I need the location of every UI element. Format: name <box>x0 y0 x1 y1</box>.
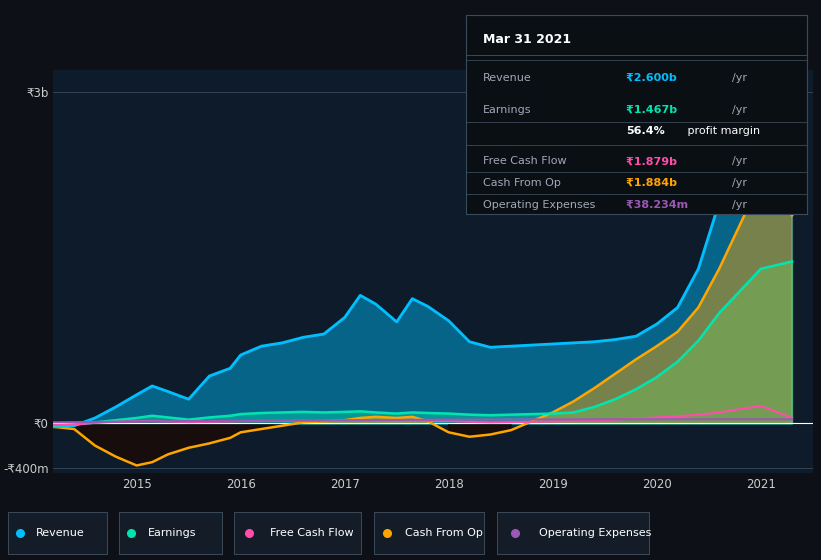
Text: Cash From Op: Cash From Op <box>484 178 562 188</box>
Text: /yr: /yr <box>732 156 747 166</box>
Text: /yr: /yr <box>732 178 747 188</box>
Text: /yr: /yr <box>732 105 747 115</box>
Text: ₹1.879b: ₹1.879b <box>626 156 681 166</box>
Text: ₹38.234m: ₹38.234m <box>626 200 692 210</box>
Text: /yr: /yr <box>732 73 747 83</box>
Text: ₹1.467b: ₹1.467b <box>626 105 681 115</box>
Text: profit margin: profit margin <box>685 127 760 137</box>
Text: Mar 31 2021: Mar 31 2021 <box>484 33 571 46</box>
Text: Operating Expenses: Operating Expenses <box>539 529 652 538</box>
Text: Cash From Op: Cash From Op <box>405 529 483 538</box>
Text: Earnings: Earnings <box>148 529 196 538</box>
Text: ₹1.884b: ₹1.884b <box>626 178 681 188</box>
Text: Revenue: Revenue <box>484 73 532 83</box>
Text: Earnings: Earnings <box>484 105 532 115</box>
Text: ₹2.600b: ₹2.600b <box>626 73 681 83</box>
Text: Free Cash Flow: Free Cash Flow <box>269 529 353 538</box>
Text: Revenue: Revenue <box>36 529 85 538</box>
Text: 56.4%: 56.4% <box>626 127 665 137</box>
Text: Operating Expenses: Operating Expenses <box>484 200 596 210</box>
Text: Free Cash Flow: Free Cash Flow <box>484 156 567 166</box>
Text: /yr: /yr <box>732 200 747 210</box>
